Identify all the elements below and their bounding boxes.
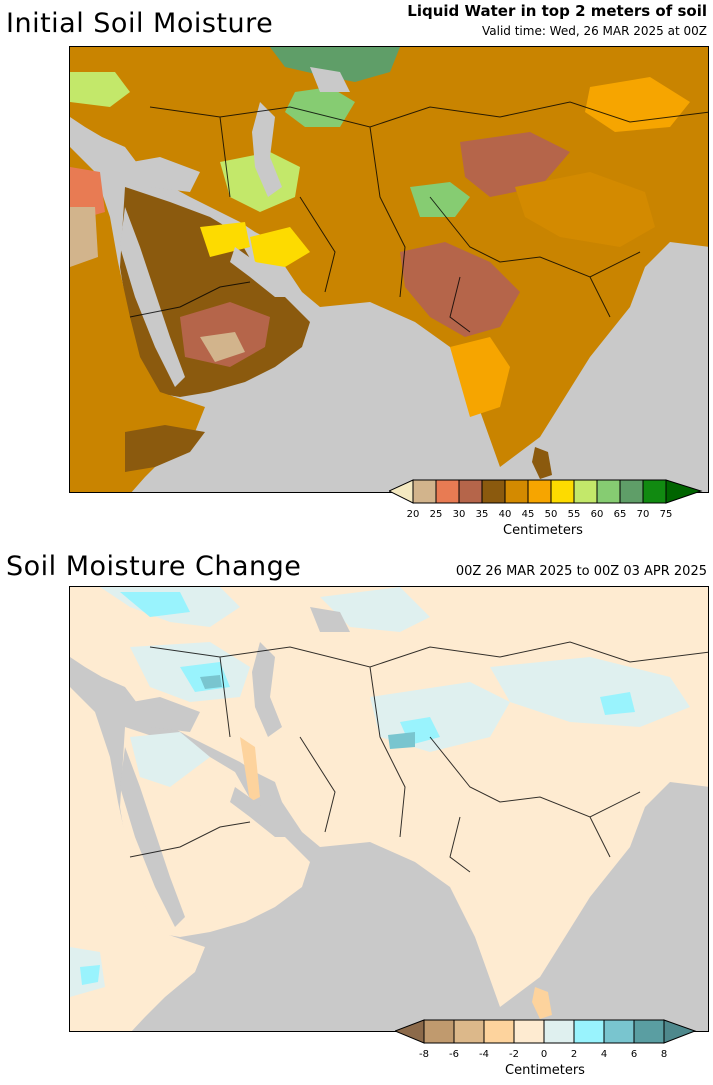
- soil-moisture-change-map: [69, 586, 709, 1032]
- soil-moisture-change-colorbar-swatches: [393, 1019, 697, 1044]
- colorbar-tick: 60: [590, 509, 604, 520]
- soil-moisture-change-map-canvas: [70, 587, 708, 1031]
- colorbar-tick: 65: [613, 509, 627, 520]
- colorbar-tick: 50: [544, 509, 558, 520]
- soil-moisture-map-canvas: [70, 47, 708, 492]
- soil-moisture-colorbar-ticks: 20 25 30 35 40 45 50 55 60 65 70 75: [389, 509, 704, 523]
- colorbar-tick: 45: [521, 509, 535, 520]
- soil-moisture-change-colorbar-ticks: -8 -6 -4 -2 0 2 4 6 8: [395, 1049, 697, 1063]
- soil-moisture-change-colorbar: -8 -6 -4 -2 0 2 4 6 8: [393, 1019, 697, 1063]
- colorbar-tick: 55: [567, 509, 581, 520]
- colorbar-tick: 75: [659, 509, 673, 520]
- colorbar-tick: 4: [600, 1049, 608, 1060]
- colorbar-tick: 70: [636, 509, 650, 520]
- soil-moisture-colorbar-swatches: [387, 479, 703, 504]
- soil-moisture-colorbar: 20 25 30 35 40 45 50 55 60 65 70 75: [387, 479, 704, 523]
- soil-moisture-map: [69, 46, 709, 493]
- colorbar-tick: -8: [419, 1049, 429, 1060]
- change-period: 00Z 26 MAR 2025 to 00Z 03 APR 2025: [455, 564, 707, 579]
- colorbar-tick: 20: [406, 509, 420, 520]
- colorbar-tick: -4: [479, 1049, 489, 1060]
- valid-time: Valid time: Wed, 26 MAR 2025 at 00Z: [481, 24, 707, 38]
- panel-title-soil-moisture-change: Soil Moisture Change: [6, 551, 302, 582]
- colorbar-tick: 25: [429, 509, 443, 520]
- colorbar-tick: 8: [660, 1049, 668, 1060]
- colorbar-units-label: Centimeters: [503, 523, 583, 538]
- colorbar-tick: 6: [630, 1049, 638, 1060]
- colorbar-tick: -2: [509, 1049, 519, 1060]
- colorbar-units-label: Centimeters: [505, 1063, 585, 1078]
- colorbar-tick: 30: [452, 509, 466, 520]
- panel-subtitle: Liquid Water in top 2 meters of soil: [407, 2, 707, 20]
- colorbar-tick: 40: [498, 509, 512, 520]
- colorbar-tick: 35: [475, 509, 489, 520]
- colorbar-tick: 0: [540, 1049, 548, 1060]
- colorbar-tick: 2: [570, 1049, 578, 1060]
- panel-title-initial-soil-moisture: Initial Soil Moisture: [6, 8, 274, 39]
- colorbar-tick: -6: [449, 1049, 459, 1060]
